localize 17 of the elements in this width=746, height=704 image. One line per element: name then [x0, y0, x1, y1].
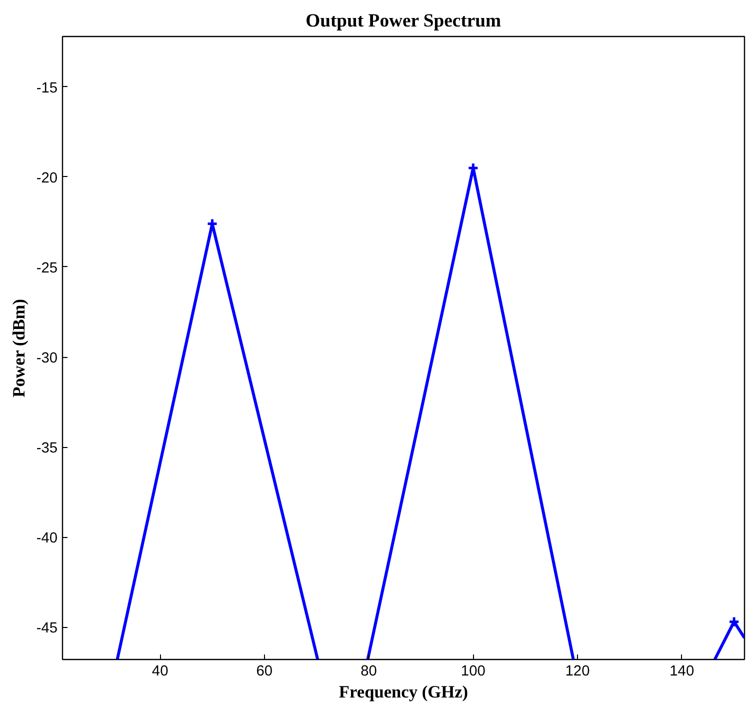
- y-tick-label: -15: [36, 80, 58, 96]
- x-tick-label: 80: [360, 664, 377, 680]
- x-tick-label: 60: [256, 664, 273, 680]
- x-tick-label: 40: [152, 664, 168, 680]
- y-axis-title: Power (dBm): [9, 298, 28, 398]
- x-tick-label: 140: [670, 664, 694, 680]
- y-tick-label: -25: [36, 260, 58, 276]
- point: [728, 616, 740, 628]
- y-tick-label: -20: [36, 170, 58, 186]
- x-axis-title: Frequency (GHz): [338, 682, 468, 702]
- y-tick-label: -45: [36, 620, 58, 637]
- x-tick-label: 120: [565, 664, 590, 680]
- chart-title: Output Power Spectrum: [306, 10, 502, 32]
- y-tick-label: -35: [36, 440, 58, 457]
- y-tick-label: -30: [36, 350, 58, 367]
- x-tick-label: 100: [460, 664, 486, 680]
- y-tick-label: -40: [36, 530, 58, 547]
